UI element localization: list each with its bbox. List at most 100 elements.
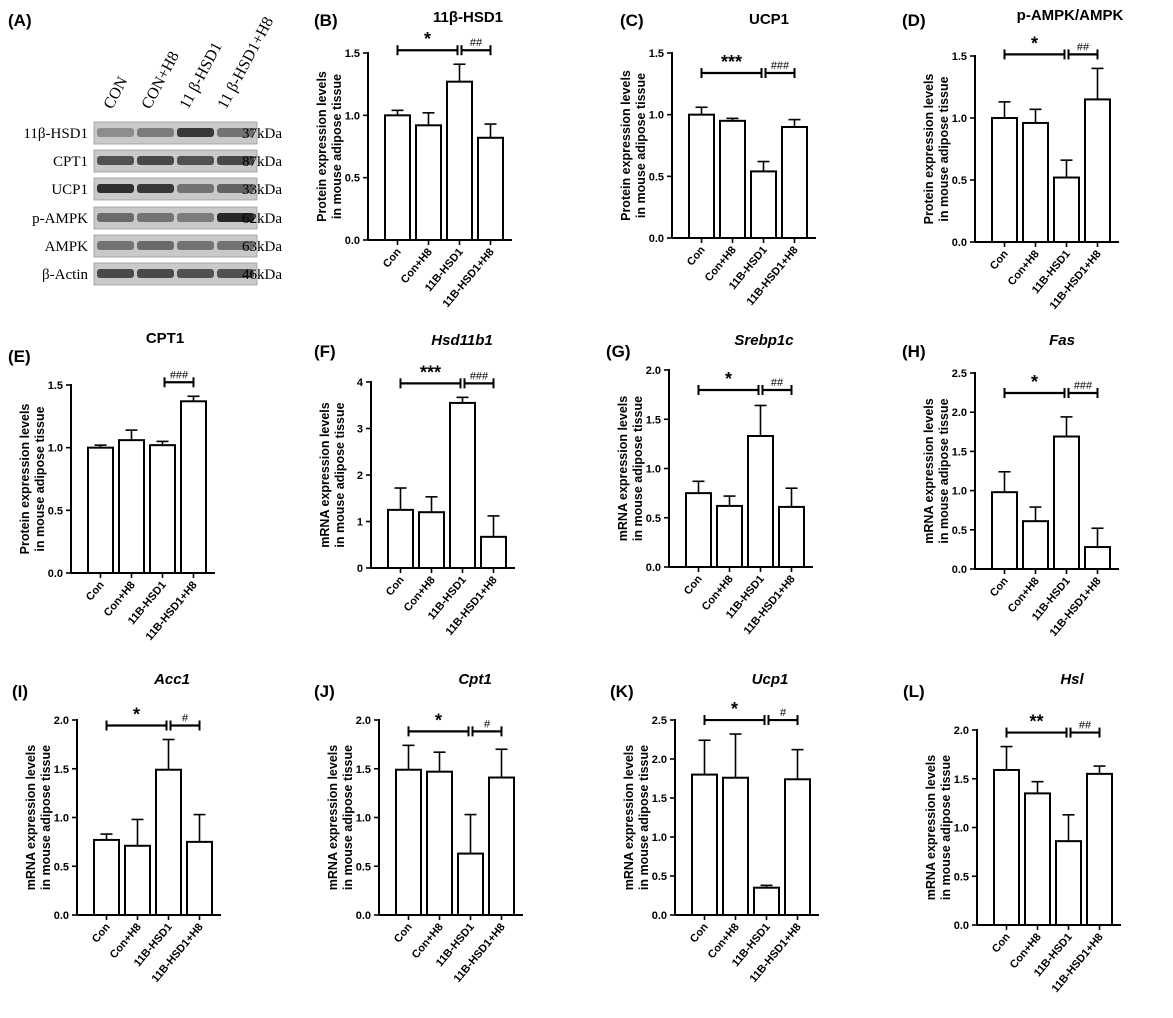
blot-strip — [93, 262, 258, 286]
blot-band — [137, 241, 174, 250]
blot-band — [177, 269, 214, 278]
sig-marker: * — [133, 705, 140, 725]
protein-name: 11β-HSD1 — [23, 126, 88, 142]
y-tick-label: 1.5 — [356, 764, 371, 776]
y-axis-label: in mouse adipose tissue — [937, 398, 951, 543]
blot-band — [217, 241, 254, 250]
blot-band — [97, 184, 134, 193]
bar — [384, 114, 411, 241]
x-category-label: Con — [988, 248, 1011, 272]
protein-name: CPT1 — [53, 154, 88, 170]
y-tick-label: 0.0 — [345, 235, 360, 247]
bar — [991, 491, 1018, 570]
y-tick-label: 0.5 — [345, 173, 360, 185]
y-tick-label: 1.0 — [646, 464, 661, 476]
bar — [1084, 546, 1111, 570]
y-tick-label: 0 — [357, 563, 363, 575]
blot-band — [97, 241, 134, 250]
bar — [716, 504, 743, 568]
y-tick-label: 1.0 — [649, 110, 664, 122]
chart-title: Hsl — [1060, 671, 1084, 688]
blot-strip — [93, 206, 258, 230]
x-category-label: Con — [84, 579, 107, 603]
bar — [753, 886, 780, 917]
sig-marker: *** — [721, 52, 742, 72]
y-tick-label: 0.5 — [646, 513, 661, 525]
bar — [1086, 772, 1113, 926]
y-tick-label: 1.0 — [952, 113, 967, 125]
bar — [1024, 792, 1051, 926]
y-tick-label: 0.0 — [952, 237, 967, 249]
y-tick-label: 0.0 — [54, 910, 69, 922]
y-tick-label: 0.5 — [54, 861, 69, 873]
bar — [1022, 520, 1049, 571]
sig-marker: * — [725, 369, 732, 389]
lane-label: 11 β-HSD1+H8 — [215, 14, 278, 112]
y-axis-label: in mouse adipose tissue — [637, 745, 651, 890]
chart-h: (H) Fas 0.0 0.5 1.0 1.5 2.0 2.5 mRNA expression … — [902, 332, 1119, 639]
chart-title: Fas — [1049, 332, 1075, 349]
blot-band — [177, 128, 214, 137]
y-tick-label: 4 — [357, 377, 364, 389]
y-tick-label: 0.0 — [952, 564, 967, 576]
sig-marker: * — [1031, 33, 1038, 53]
x-category-label: Con — [685, 244, 708, 268]
panel-label: (E) — [8, 347, 31, 366]
bar — [480, 535, 507, 569]
bar — [1084, 98, 1111, 244]
chart-title: 11β-HSD1 — [433, 9, 503, 26]
blot-band — [137, 213, 174, 222]
chart-b: (B) 11β-HSD1 0.0 0.5 1.0 1.5 Protein expressio… — [314, 9, 512, 310]
blot-strip — [93, 121, 258, 145]
chart-title: Cpt1 — [458, 671, 491, 688]
chart-j: (J) Cpt1 0.0 0.5 1.0 1.5 2.0 mRNA expression le… — [314, 671, 523, 985]
y-axis-label: in mouse adipose tissue — [631, 396, 645, 541]
y-axis-label: Protein expression levels — [315, 71, 329, 222]
panel-label: (K) — [610, 682, 634, 701]
sig-marker: ** — [1029, 712, 1043, 732]
bar — [395, 768, 422, 916]
sig-marker: ## — [771, 377, 784, 389]
blot-band — [217, 156, 254, 165]
band-size: 46kDa — [242, 267, 282, 283]
sig-marker: ### — [1074, 380, 1093, 392]
y-tick-label: 0.5 — [954, 871, 969, 883]
y-tick-label: 1.5 — [48, 380, 63, 392]
y-tick-label: 1 — [357, 517, 363, 529]
y-tick-label: 1.5 — [649, 48, 664, 60]
protein-name: β-Actin — [42, 267, 88, 283]
y-tick-label: 1.5 — [652, 793, 667, 805]
y-tick-label: 2.0 — [954, 725, 969, 737]
band-size: 37kDa — [242, 126, 282, 142]
bar — [747, 434, 774, 568]
y-tick-label: 0.5 — [952, 525, 967, 537]
blot-band — [97, 269, 134, 278]
y-axis-label: in mouse adipose tissue — [39, 745, 53, 890]
protein-name: UCP1 — [51, 182, 88, 198]
protein-name: p-AMPK — [32, 211, 88, 227]
y-axis-label: in mouse adipose tissue — [33, 406, 47, 551]
panel-label: (J) — [314, 682, 335, 701]
panel-label: (G) — [606, 342, 631, 361]
chart-title: p-AMPK/AMPK — [1017, 7, 1124, 24]
y-tick-label: 1.5 — [952, 446, 967, 458]
blot-band — [137, 156, 174, 165]
sig-marker: ### — [771, 60, 790, 72]
bar — [180, 400, 207, 574]
y-axis-label: mRNA expression levels — [622, 745, 636, 890]
chart-title: Acc1 — [153, 671, 190, 688]
panel-label: (H) — [902, 342, 926, 361]
bar — [993, 768, 1020, 926]
bar — [781, 126, 808, 239]
blot-band — [217, 213, 254, 222]
bar — [149, 444, 176, 574]
y-axis-label: mRNA expression levels — [922, 398, 936, 543]
y-tick-label: 0.5 — [649, 171, 664, 183]
y-tick-label: 1.0 — [954, 823, 969, 835]
blot-band — [97, 128, 134, 137]
chart-k: (K) Ucp1 0.0 0.5 1.0 1.5 2.0 2.5 mRNA expression… — [610, 671, 819, 985]
x-category-label: Con — [381, 246, 404, 270]
band-size: 33kDa — [242, 182, 282, 198]
chart-i: (I) Acc1 0.0 0.5 1.0 1.5 2.0 mRNA expression le… — [12, 671, 221, 985]
